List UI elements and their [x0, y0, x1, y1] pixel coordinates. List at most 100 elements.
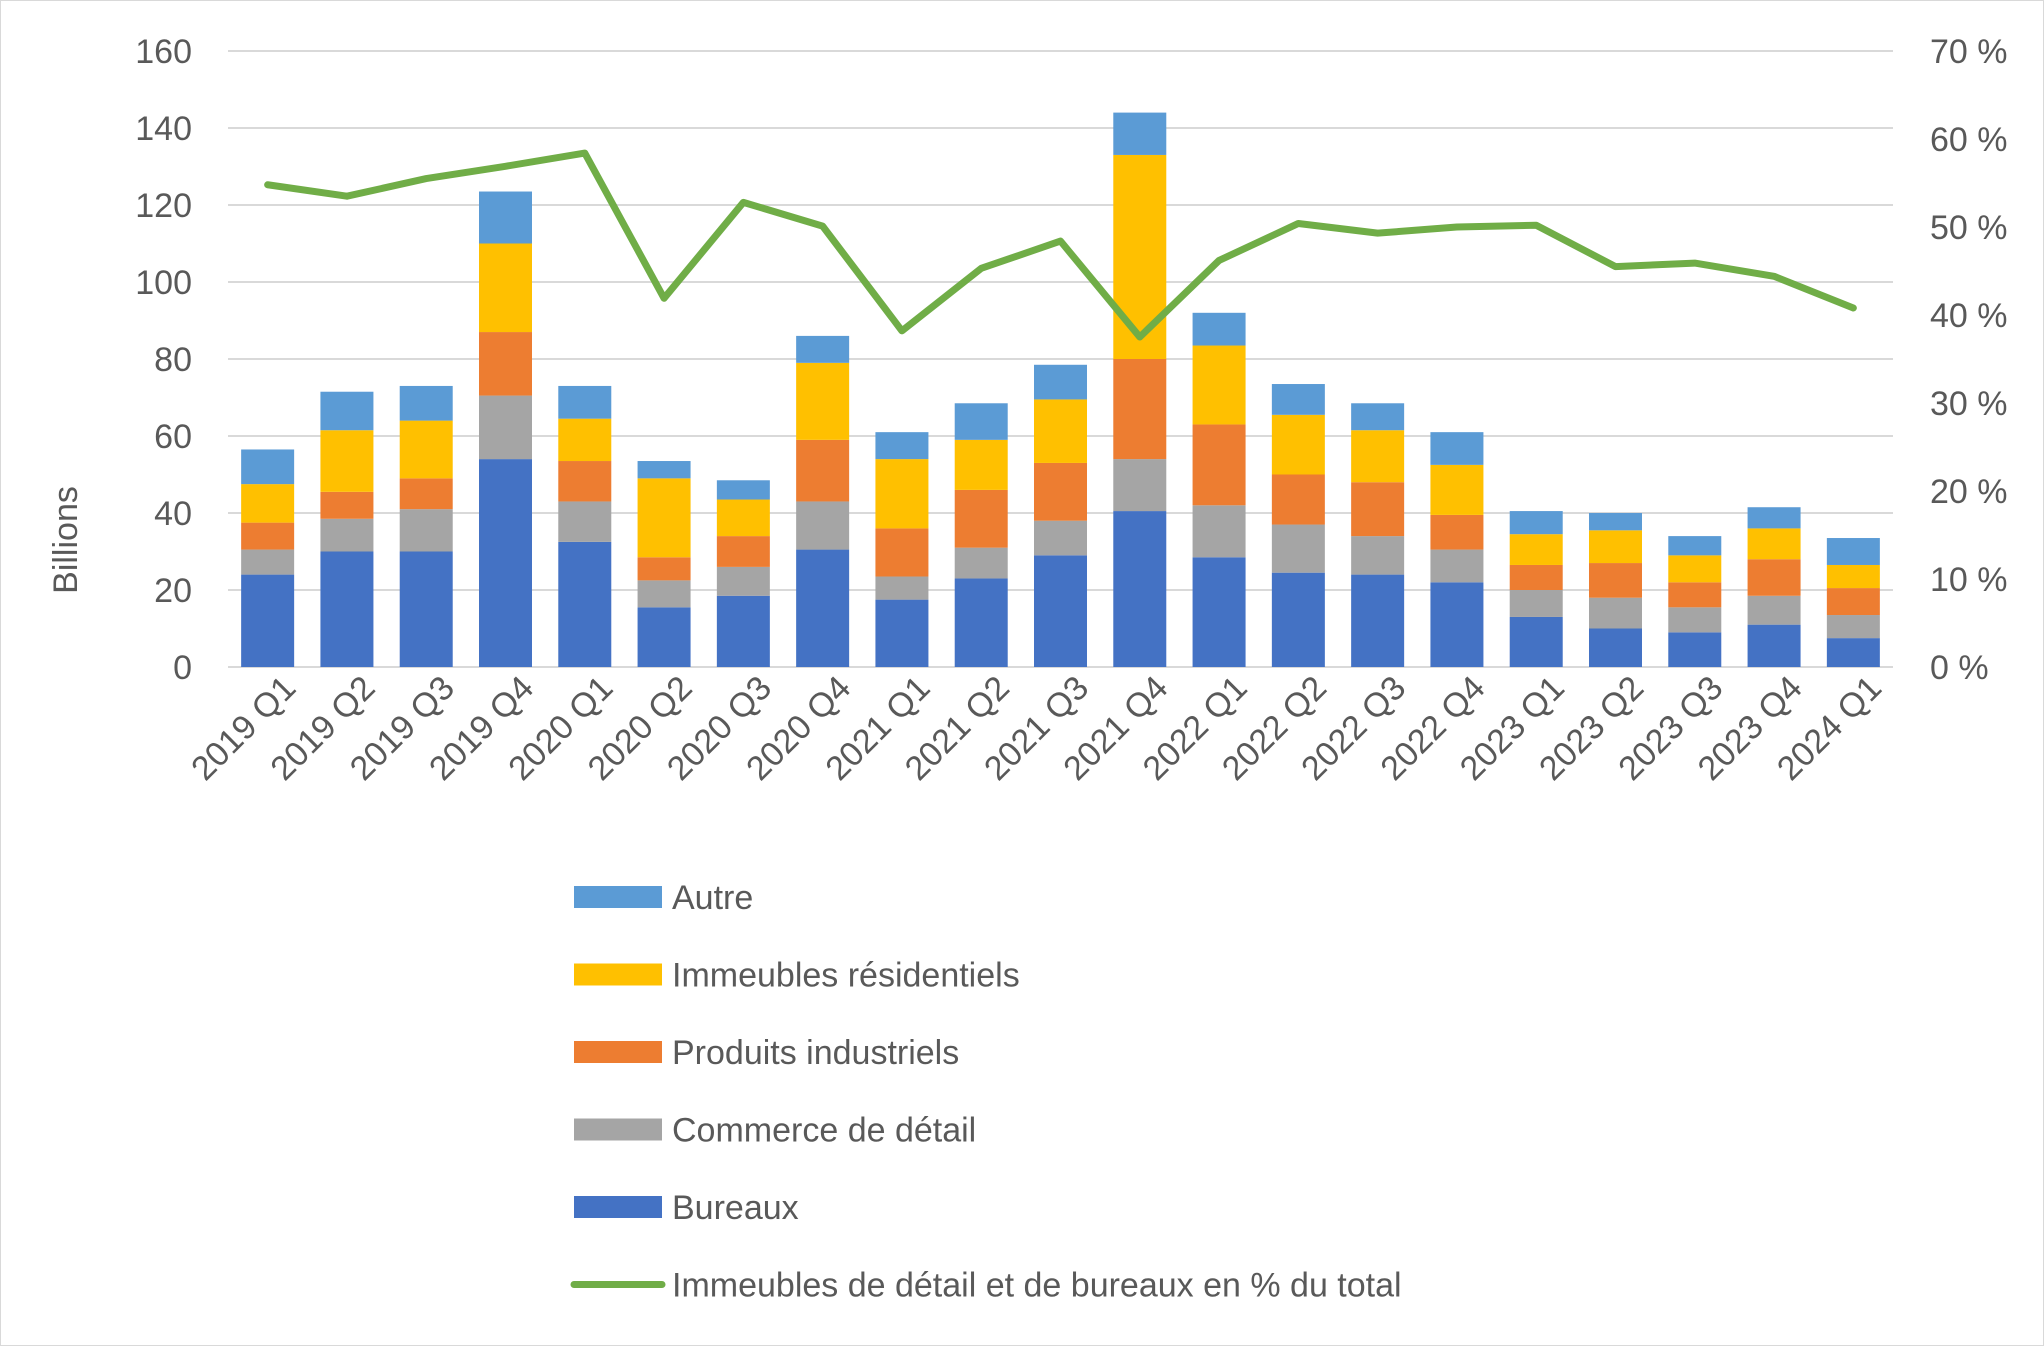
- y-axis-title: Billions: [47, 486, 85, 594]
- bar-segment: [1113, 511, 1167, 667]
- bar-segment: [1192, 505, 1246, 558]
- legend-item: Autre: [574, 879, 753, 917]
- bar-segment: [1430, 464, 1484, 515]
- bar-segment: [1668, 632, 1722, 667]
- bar-segment: [1747, 528, 1801, 560]
- bar-segment: [637, 557, 691, 581]
- legend-swatch: [574, 963, 662, 986]
- bar-segment: [241, 484, 295, 523]
- bar-segment: [875, 528, 929, 577]
- bar-segment: [1430, 549, 1484, 583]
- bar-segment: [1351, 430, 1405, 483]
- bar-segment: [1271, 524, 1325, 573]
- bar-segment: [1668, 607, 1722, 633]
- legend-label: Produits industriels: [672, 1034, 959, 1072]
- bar-segment: [1747, 595, 1801, 625]
- legend-item: Commerce de détail: [574, 1112, 976, 1150]
- bar-segment: [241, 549, 295, 575]
- bar-segment: [1430, 514, 1484, 550]
- bar-segment: [1826, 588, 1880, 616]
- legend-item: Immeubles de détail et de bureaux en % d…: [570, 1267, 1402, 1305]
- bar-segment: [479, 191, 532, 244]
- bar-segment: [1034, 520, 1087, 556]
- bar-segment: [558, 418, 612, 462]
- bar-segment: [875, 599, 929, 667]
- bar-segment: [241, 574, 295, 667]
- bar-segment: [1589, 628, 1642, 667]
- bar-segment: [1668, 555, 1722, 583]
- y-tick-label: 100: [135, 264, 192, 302]
- bar-segment: [479, 395, 532, 460]
- bar-segment: [241, 522, 295, 550]
- bar-segment: [1826, 615, 1880, 639]
- bar-segment: [1668, 536, 1722, 556]
- bar-segment: [954, 439, 1008, 490]
- bar-segment: [558, 501, 612, 542]
- bar-segment: [954, 489, 1008, 548]
- bar-segment: [716, 566, 770, 596]
- bar-segment: [1192, 312, 1246, 346]
- bar-segment: [796, 501, 850, 550]
- legend-item: Produits industriels: [574, 1034, 959, 1072]
- bar-segment: [716, 536, 770, 567]
- bar-segment: [875, 459, 929, 529]
- bar-segment: [399, 478, 453, 510]
- bar-segment: [1351, 403, 1405, 431]
- bar-segment: [1747, 559, 1801, 596]
- bar-segment: [637, 607, 691, 667]
- y-tick-label: 80: [154, 341, 192, 379]
- bar-segment: [1192, 424, 1246, 506]
- bar-segment: [320, 518, 374, 552]
- legend: Autre Immeubles résidentiels Produits indu…: [570, 879, 1402, 1305]
- bar-segment: [954, 578, 1008, 667]
- y2-tick-label: 60 %: [1930, 121, 2008, 159]
- bar-segment: [1747, 507, 1801, 529]
- bar-segment: [796, 335, 850, 363]
- bar-segment: [1509, 590, 1563, 617]
- bar-segment: [796, 439, 850, 502]
- bar-segment: [479, 459, 532, 667]
- bar-segment: [1034, 364, 1087, 400]
- legend-swatch: [574, 1041, 662, 1063]
- bar-segment: [1034, 555, 1087, 667]
- legend-swatch: [574, 886, 662, 908]
- legend-swatch: [574, 1196, 662, 1218]
- bar-segment: [320, 391, 374, 431]
- bar-segment: [637, 461, 691, 479]
- legend-label: Autre: [672, 879, 753, 917]
- y2-tick-label: 20 %: [1930, 473, 2008, 511]
- bar-segment: [479, 243, 532, 333]
- legend-item: Bureaux: [574, 1189, 799, 1227]
- bar-segment: [1826, 638, 1880, 667]
- bar-segment: [399, 551, 453, 667]
- y2-tick-label: 40 %: [1930, 297, 2008, 335]
- legend-label: Immeubles résidentiels: [672, 957, 1020, 995]
- bar-segment: [1351, 574, 1405, 667]
- bar-segment: [1113, 459, 1167, 512]
- bar-segment: [1747, 624, 1801, 667]
- y-axis-right: 0 % 10 % 20 % 30 % 40 % 50 % 60 % 70 %: [1930, 33, 2008, 687]
- bar-segment: [1430, 432, 1484, 465]
- bar-segment: [716, 480, 770, 500]
- y-tick-label: 120: [135, 187, 192, 225]
- bar-segment: [320, 491, 374, 519]
- bar-segment: [1192, 557, 1246, 667]
- bar-segment: [637, 478, 691, 558]
- bar-segment: [875, 576, 929, 600]
- bars: [241, 112, 1880, 667]
- bar-segment: [1034, 399, 1087, 463]
- bar-segment: [1668, 582, 1722, 608]
- bar-segment: [1826, 564, 1880, 589]
- bar-segment: [1589, 530, 1642, 564]
- bar-segment: [1430, 582, 1484, 667]
- bar-segment: [399, 385, 453, 421]
- y-tick-label: 140: [135, 110, 192, 148]
- bar-segment: [1351, 482, 1405, 537]
- legend-label: Immeubles de détail et de bureaux en % d…: [672, 1267, 1402, 1305]
- legend-label: Bureaux: [672, 1189, 799, 1227]
- bar-segment: [558, 461, 612, 502]
- bar-segment: [1509, 511, 1563, 535]
